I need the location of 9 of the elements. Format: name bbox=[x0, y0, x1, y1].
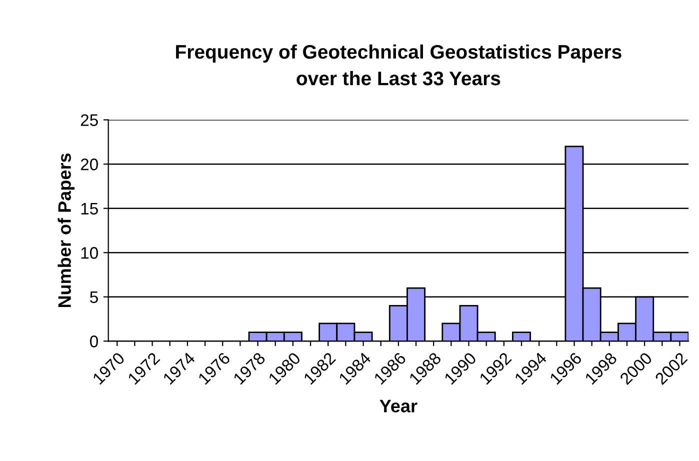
y-tick-label: 5 bbox=[90, 291, 98, 304]
y-tick-label: 25 bbox=[80, 114, 98, 126]
y-axis-title: Number of Papers bbox=[58, 153, 75, 308]
chart-title: Frequency of Geotechnical Geostatistics Papers over the Last 33 Years bbox=[176, 44, 622, 86]
y-tick-label: 20 bbox=[80, 158, 98, 170]
x-axis-title: Year bbox=[380, 400, 418, 412]
y-tick-label: 10 bbox=[81, 247, 98, 259]
y-tick-label: 15 bbox=[81, 202, 98, 215]
y-tick-label: 0 bbox=[90, 336, 98, 348]
